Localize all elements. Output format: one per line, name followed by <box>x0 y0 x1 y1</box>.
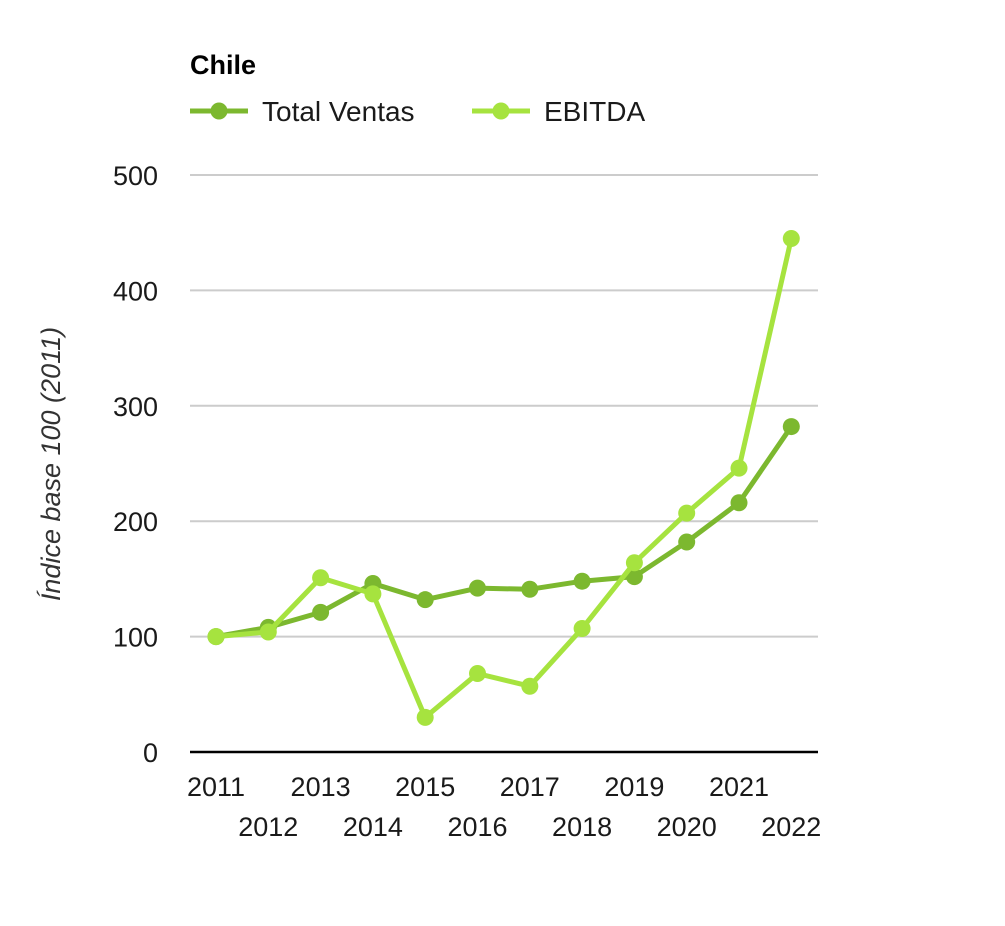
series-ebitda <box>207 229 800 726</box>
x-tick-labels: 2011 2012 2013 2014 2015 2016 2017 2018 2019 2020… <box>187 772 821 842</box>
x-tick-label-2020: 2020 <box>657 812 717 842</box>
series-line-total-ventas <box>215 425 794 640</box>
data-point-total-ventas-2021 <box>730 494 748 512</box>
x-tick-label-2019: 2019 <box>604 772 664 802</box>
x-tick-label-2014: 2014 <box>343 812 403 842</box>
y-tick-label-300: 300 <box>113 392 158 422</box>
y-tick-label-200: 200 <box>113 507 158 537</box>
data-point-total-ventas-2020 <box>678 533 696 551</box>
data-point-ebitda-2021 <box>730 459 748 477</box>
y-tick-label-500: 500 <box>113 161 158 191</box>
data-point-ebitda-2011 <box>207 628 225 646</box>
y-axis-label: Índice base 100 (2011) <box>36 327 66 601</box>
legend-item-ebitda: EBITDA <box>472 96 645 127</box>
x-tick-label-2022: 2022 <box>761 812 821 842</box>
x-tick-label-2012: 2012 <box>238 812 298 842</box>
chart-title: Chile <box>190 50 256 80</box>
data-point-total-ventas-2018 <box>573 572 591 590</box>
legend: Total Ventas EBITDA <box>190 96 645 127</box>
legend-marker-ebitda <box>492 102 510 120</box>
y-tick-label-400: 400 <box>113 276 158 306</box>
data-point-total-ventas-2022 <box>782 418 800 436</box>
x-tick-label-2011: 2011 <box>187 772 245 802</box>
data-point-ebitda-2019 <box>625 554 643 572</box>
legend-item-total-ventas: Total Ventas <box>190 96 415 127</box>
x-tick-label-2018: 2018 <box>552 812 612 842</box>
data-point-total-ventas-2015 <box>416 591 434 609</box>
y-tick-label-0: 0 <box>143 738 158 768</box>
data-point-ebitda-2017 <box>521 677 539 695</box>
data-point-ebitda-2012 <box>259 623 277 641</box>
data-point-ebitda-2018 <box>573 620 591 638</box>
series-total-ventas <box>207 418 800 646</box>
x-tick-label-2013: 2013 <box>291 772 351 802</box>
data-point-total-ventas-2019 <box>625 568 643 586</box>
data-point-ebitda-2015 <box>416 708 434 726</box>
x-tick-label-2017: 2017 <box>500 772 560 802</box>
legend-marker-total-ventas <box>210 102 228 120</box>
data-point-total-ventas-2016 <box>469 579 486 597</box>
data-point-total-ventas-2017 <box>521 580 539 598</box>
legend-label-ebitda: EBITDA <box>544 96 645 127</box>
data-point-ebitda-2013 <box>312 569 330 587</box>
x-tick-label-2015: 2015 <box>395 772 455 802</box>
gridlines <box>190 174 818 754</box>
y-tick-label-100: 100 <box>113 623 158 653</box>
series-line-ebitda <box>215 237 794 720</box>
data-point-ebitda-2022 <box>782 229 800 247</box>
data-point-total-ventas-2013 <box>312 603 330 621</box>
series <box>207 229 800 726</box>
data-point-ebitda-2014 <box>364 585 382 603</box>
x-tick-label-2016: 2016 <box>447 812 507 842</box>
data-point-ebitda-2020 <box>678 504 696 522</box>
y-tick-labels: 0 100 200 300 400 500 <box>113 161 158 768</box>
data-point-ebitda-2016 <box>469 665 486 683</box>
legend-label-total-ventas: Total Ventas <box>262 96 415 127</box>
x-tick-label-2021: 2021 <box>709 772 769 802</box>
